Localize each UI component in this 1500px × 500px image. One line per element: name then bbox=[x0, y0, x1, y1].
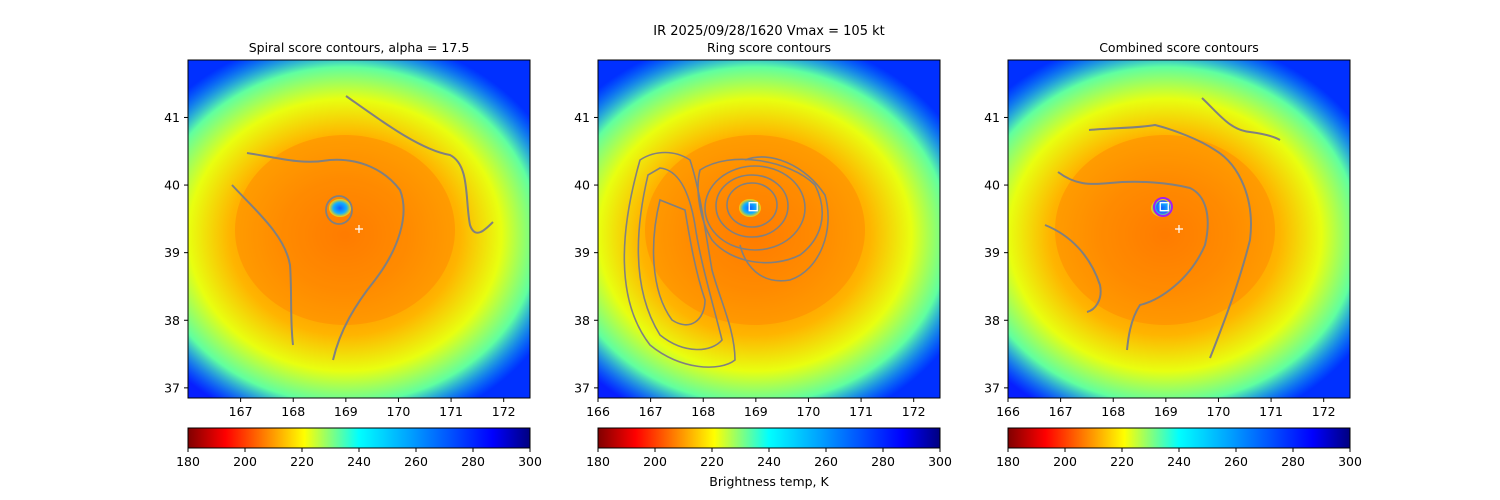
x-tick-label: 172 bbox=[1312, 404, 1336, 419]
colorbar-ring: 180 200 220 240 260 280 300 bbox=[586, 427, 952, 469]
colorbar-tick-label: 220 bbox=[1110, 454, 1134, 469]
ir-image-spiral bbox=[188, 60, 530, 398]
x-tick-label: 168 bbox=[281, 404, 305, 419]
x-tick-label: 170 bbox=[1207, 404, 1231, 419]
y-tick-label: 38 bbox=[164, 313, 180, 328]
axes-frame bbox=[187, 59, 531, 399]
axes-frame bbox=[1007, 59, 1351, 399]
x-tick-label: 169 bbox=[334, 404, 358, 419]
colorbar-tick-label: 240 bbox=[757, 454, 781, 469]
y-tick-label: 40 bbox=[984, 178, 1000, 193]
colorbar-tick-label: 180 bbox=[176, 454, 200, 469]
combined-contours bbox=[1044, 97, 1281, 359]
y-tick-label: 37 bbox=[164, 380, 180, 395]
y-tick-label: 39 bbox=[574, 245, 590, 260]
chart-marks: 167 168 169 170 171 172 37 38 39 40 41 180 200 220 240… bbox=[164, 59, 1362, 469]
colorbar-spiral: 180 200 220 240 260 280 300 bbox=[176, 427, 542, 469]
panel-ring bbox=[598, 60, 940, 398]
center-square-marker bbox=[1159, 202, 1169, 212]
colorbar-label: Brightness temp, K bbox=[709, 474, 829, 489]
ir-image-ring bbox=[598, 60, 940, 398]
colorbar-tick-label: 200 bbox=[643, 454, 667, 469]
colorbar-tick-label: 280 bbox=[1281, 454, 1305, 469]
y-tick-label: 38 bbox=[984, 313, 1000, 328]
axes-combined: 166 167 168 169 170 171 172 37 38 39 40 41 bbox=[984, 59, 1351, 419]
panel-spiral bbox=[188, 60, 530, 398]
y-tick-label: 40 bbox=[164, 178, 180, 193]
x-tick-label: 172 bbox=[492, 404, 516, 419]
panel-combined bbox=[1008, 60, 1350, 398]
colorbar-tick-label: 240 bbox=[1167, 454, 1191, 469]
y-tick-label: 41 bbox=[574, 110, 590, 125]
center-plus-marker bbox=[1175, 225, 1183, 233]
axes-frame bbox=[597, 59, 941, 399]
colorbar-tick-label: 280 bbox=[871, 454, 895, 469]
ir-image-combined bbox=[1008, 60, 1350, 398]
panel-title-ring: Ring score contours bbox=[707, 40, 831, 55]
colorbar-tick-label: 300 bbox=[518, 454, 542, 469]
x-tick-label: 166 bbox=[996, 404, 1020, 419]
colorbar-gradient bbox=[187, 427, 531, 449]
x-tick-label: 169 bbox=[1154, 404, 1178, 419]
x-tick-label: 168 bbox=[691, 404, 715, 419]
colorbar-tick-label: 260 bbox=[1224, 454, 1248, 469]
x-tick-label: 167 bbox=[1049, 404, 1073, 419]
colorbar-tick-label: 300 bbox=[1338, 454, 1362, 469]
colorbar-tick-label: 180 bbox=[586, 454, 610, 469]
panel-title-combined: Combined score contours bbox=[1099, 40, 1259, 55]
axes-ring: 166 167 168 169 170 171 172 37 38 39 40 41 bbox=[574, 59, 941, 419]
colorbar-tick-label: 280 bbox=[461, 454, 485, 469]
figure-suptitle: IR 2025/09/28/1620 Vmax = 105 kt bbox=[653, 24, 884, 39]
x-tick-label: 170 bbox=[387, 404, 411, 419]
x-tick-label: 172 bbox=[902, 404, 926, 419]
y-tick-label: 41 bbox=[164, 110, 180, 125]
y-tick-label: 40 bbox=[574, 178, 590, 193]
colorbar-tick-label: 260 bbox=[814, 454, 838, 469]
colorbar-gradient bbox=[1007, 427, 1351, 449]
y-tick-label: 39 bbox=[164, 245, 180, 260]
x-tick-label: 171 bbox=[849, 404, 873, 419]
x-tick-label: 167 bbox=[229, 404, 253, 419]
x-tick-label: 168 bbox=[1101, 404, 1125, 419]
center-square-marker bbox=[748, 202, 758, 212]
ring-contour-cluster bbox=[623, 151, 829, 368]
colorbar-tick-label: 300 bbox=[928, 454, 952, 469]
colorbar-tick-label: 240 bbox=[347, 454, 371, 469]
x-tick-label: 171 bbox=[1259, 404, 1283, 419]
panel-title-spiral: Spiral score contours, alpha = 17.5 bbox=[249, 40, 470, 55]
y-tick-label: 39 bbox=[984, 245, 1000, 260]
x-tick-label: 169 bbox=[744, 404, 768, 419]
colorbar-tick-label: 260 bbox=[404, 454, 428, 469]
x-tick-label: 167 bbox=[639, 404, 663, 419]
spiral-contours-spiral bbox=[231, 95, 494, 361]
center-plus-marker bbox=[355, 225, 363, 233]
colorbar-tick-label: 220 bbox=[290, 454, 314, 469]
y-tick-label: 37 bbox=[574, 380, 590, 395]
y-tick-label: 37 bbox=[984, 380, 1000, 395]
y-tick-label: 41 bbox=[984, 110, 1000, 125]
x-tick-label: 170 bbox=[797, 404, 821, 419]
axes-spiral: 167 168 169 170 171 172 37 38 39 40 41 bbox=[164, 59, 531, 419]
colorbar-gradient bbox=[597, 427, 941, 449]
x-tick-label: 166 bbox=[586, 404, 610, 419]
colorbar-combined: 180 200 220 240 260 280 300 bbox=[996, 427, 1362, 469]
colorbar-tick-label: 200 bbox=[1053, 454, 1077, 469]
x-tick-label: 171 bbox=[439, 404, 463, 419]
y-tick-label: 38 bbox=[574, 313, 590, 328]
colorbar-tick-label: 180 bbox=[996, 454, 1020, 469]
colorbar-tick-label: 220 bbox=[700, 454, 724, 469]
colorbar-tick-label: 200 bbox=[233, 454, 257, 469]
